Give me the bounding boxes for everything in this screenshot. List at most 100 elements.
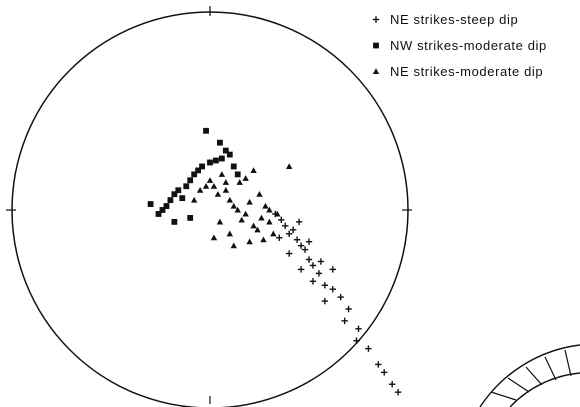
data-point-plus: [353, 337, 360, 344]
data-point-plus: [329, 266, 336, 273]
legend-marker-plus: [372, 16, 380, 23]
data-point-triangle: [236, 179, 243, 185]
data-point-triangle: [242, 175, 249, 181]
legend: NE strikes-steep dip NW strikes-moderate…: [372, 12, 547, 79]
data-point-square: [155, 211, 162, 217]
data-point-triangle: [230, 202, 237, 209]
legend-label-nw-moderate: NW strikes-moderate dip: [390, 38, 547, 53]
data-point-square: [167, 197, 174, 203]
data-point-plus: [309, 262, 317, 269]
data-point-plus: [321, 297, 329, 305]
arc-segment-3: [525, 366, 543, 386]
data-point-square: [171, 218, 178, 225]
data-point-triangle: [254, 226, 261, 233]
series-triangle: [190, 163, 293, 249]
data-point-triangle: [222, 187, 230, 193]
data-point-triangle: [196, 187, 204, 193]
data-point-square: [183, 183, 190, 190]
data-points: [147, 127, 402, 396]
legend-marker-triangle: [372, 68, 380, 75]
data-point-plus: [278, 216, 285, 224]
data-point-plus: [321, 282, 329, 289]
data-point-plus: [329, 286, 336, 293]
data-point-square: [222, 147, 229, 154]
legend-marker-square: [373, 42, 379, 49]
data-point-triangle: [214, 190, 222, 197]
data-point-square: [187, 215, 194, 221]
data-point-plus: [388, 381, 396, 388]
data-point-plus: [337, 293, 344, 301]
partial-second-stereonet: [479, 344, 580, 407]
data-point-square: [217, 139, 223, 146]
data-point-plus: [297, 242, 305, 249]
data-point-square: [179, 195, 186, 202]
data-point-plus: [286, 230, 293, 237]
series-plus: [272, 210, 402, 396]
stereonet-primitive-circle: [11, 11, 409, 407]
data-point-triangle: [238, 216, 245, 223]
data-point-square: [213, 157, 219, 164]
data-point-square: [163, 203, 170, 209]
data-point-square: [195, 167, 202, 174]
data-point-square: [159, 207, 166, 213]
data-point-plus: [365, 345, 372, 352]
legend-label-ne-steep: NE strikes-steep dip: [390, 12, 518, 27]
data-point-plus: [341, 317, 348, 325]
data-point-triangle: [242, 210, 249, 217]
legend-marker-plus: [372, 16, 380, 23]
data-point-plus: [355, 325, 362, 332]
data-point-triangle: [226, 230, 233, 237]
data-point-square: [203, 127, 209, 134]
data-point-plus: [309, 278, 317, 285]
data-point-triangle: [216, 218, 224, 225]
data-point-plus: [289, 226, 297, 233]
arc-segment-1: [490, 391, 517, 401]
data-point-triangle: [260, 236, 267, 243]
data-point-triangle: [190, 196, 198, 203]
data-point-plus: [345, 305, 352, 313]
data-point-plus: [375, 361, 382, 368]
data-point-square: [207, 159, 213, 166]
data-point-triangle: [266, 218, 273, 225]
data-point-triangle: [258, 214, 265, 221]
data-point-triangle: [210, 183, 218, 189]
data-point-square: [226, 151, 233, 158]
arc-segment-4: [544, 356, 557, 381]
data-point-triangle: [270, 230, 277, 237]
data-point-plus: [315, 270, 323, 277]
data-point-plus: [301, 246, 309, 253]
legend-label-ne-moderate: NE strikes-moderate dip: [390, 64, 543, 79]
data-point-triangle: [274, 210, 281, 217]
arc-segment-5: [564, 349, 572, 377]
data-point-square: [171, 191, 178, 198]
data-point-square: [234, 171, 241, 178]
data-point-triangle: [246, 198, 253, 205]
data-point-triangle: [246, 238, 253, 245]
arc-segment-2: [507, 377, 530, 393]
data-point-plus: [293, 236, 301, 243]
data-point-plus: [305, 238, 313, 245]
data-point-triangle: [202, 183, 210, 189]
legend-item-ne-moderate: NE strikes-moderate dip: [372, 64, 543, 79]
data-point-triangle: [226, 196, 233, 203]
data-point-triangle: [222, 179, 230, 185]
series-square: [147, 127, 241, 225]
data-point-triangle: [218, 171, 226, 177]
data-point-triangle: [234, 206, 241, 213]
data-point-square: [175, 187, 182, 194]
data-point-triangle: [286, 163, 293, 169]
data-point-plus: [282, 222, 289, 230]
legend-item-ne-steep: NE strikes-steep dip: [372, 12, 518, 27]
data-point-triangle: [250, 222, 257, 229]
data-point-plus: [317, 258, 325, 265]
data-point-square: [191, 171, 198, 178]
data-point-triangle: [256, 190, 263, 197]
data-point-plus: [286, 250, 293, 257]
legend-marker-triangle: [372, 68, 380, 75]
data-point-triangle: [206, 177, 214, 183]
inner-arc: [509, 372, 580, 407]
data-point-plus: [297, 266, 305, 273]
data-point-square: [147, 201, 154, 207]
data-point-square: [199, 163, 205, 170]
